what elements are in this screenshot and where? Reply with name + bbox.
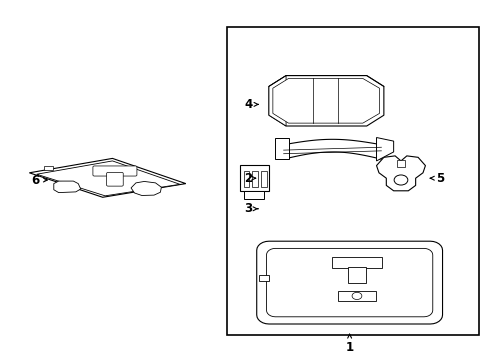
- Bar: [347, 267, 365, 283]
- Circle shape: [393, 175, 407, 185]
- Polygon shape: [131, 181, 161, 195]
- Text: 5: 5: [429, 172, 443, 185]
- Bar: [227, 27, 478, 335]
- Polygon shape: [283, 139, 381, 159]
- Polygon shape: [266, 248, 432, 317]
- Polygon shape: [376, 156, 425, 191]
- Text: 3: 3: [244, 202, 258, 215]
- Text: 2: 2: [244, 172, 255, 185]
- Polygon shape: [272, 78, 379, 123]
- Text: 6: 6: [31, 174, 47, 186]
- Bar: [396, 160, 404, 167]
- Circle shape: [351, 292, 361, 300]
- Text: 4: 4: [244, 98, 258, 111]
- Polygon shape: [37, 161, 180, 196]
- Bar: [243, 171, 249, 187]
- FancyBboxPatch shape: [106, 172, 123, 186]
- Polygon shape: [268, 76, 285, 126]
- Polygon shape: [256, 241, 442, 324]
- Bar: [252, 171, 258, 187]
- Polygon shape: [29, 158, 185, 197]
- Polygon shape: [274, 138, 288, 159]
- Bar: [331, 257, 382, 268]
- FancyBboxPatch shape: [93, 166, 137, 176]
- Polygon shape: [239, 165, 268, 191]
- Polygon shape: [244, 191, 264, 199]
- Bar: [261, 171, 266, 187]
- Bar: [338, 291, 375, 301]
- Text: 1: 1: [345, 334, 353, 354]
- Bar: [258, 275, 269, 281]
- Polygon shape: [54, 181, 81, 193]
- Polygon shape: [376, 138, 393, 161]
- Bar: [44, 166, 53, 170]
- Polygon shape: [268, 76, 383, 126]
